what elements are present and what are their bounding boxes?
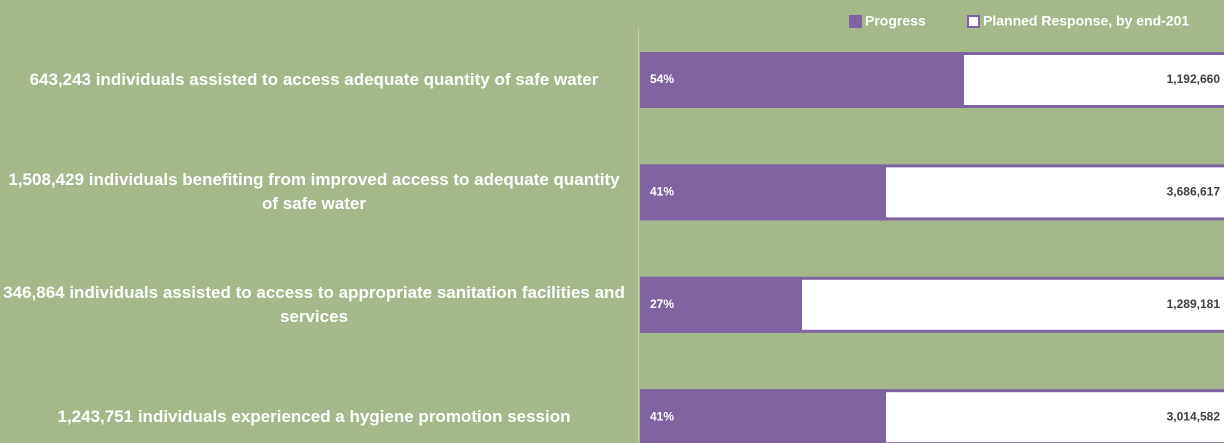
planned-label: 3,686,617 (1167, 185, 1221, 199)
bar-planned-fill (886, 167, 1224, 218)
bar-progress (640, 52, 964, 108)
category-label: 1,508,429 individuals benefiting from im… (8, 170, 620, 214)
planned-label: 3,014,582 (1167, 409, 1221, 423)
planned-label: 1,289,181 (1167, 297, 1221, 311)
legend-swatch (967, 15, 980, 28)
legend-label: Planned Response, by end-201 (983, 13, 1189, 29)
category-label: 346,864 individuals assisted to access t… (3, 282, 625, 326)
category-label: 643,243 individuals assisted to access a… (29, 70, 599, 89)
bar-planned-fill (886, 392, 1224, 443)
bar-progress (640, 389, 886, 443)
progress-label: 54% (650, 72, 674, 86)
progress-label: 41% (650, 185, 674, 199)
category-label: 1,243,751 individuals experienced a hygi… (57, 407, 571, 427)
progress-label: 27% (650, 297, 674, 311)
bar-planned-fill (964, 55, 1224, 105)
legend-swatch (849, 15, 862, 28)
bar-planned-fill (802, 279, 1224, 330)
legend-label: Progress (865, 13, 926, 29)
bar-progress (640, 276, 802, 333)
bar-progress (640, 164, 886, 221)
progress-label: 41% (650, 409, 674, 423)
planned-label: 1,192,660 (1167, 72, 1221, 86)
